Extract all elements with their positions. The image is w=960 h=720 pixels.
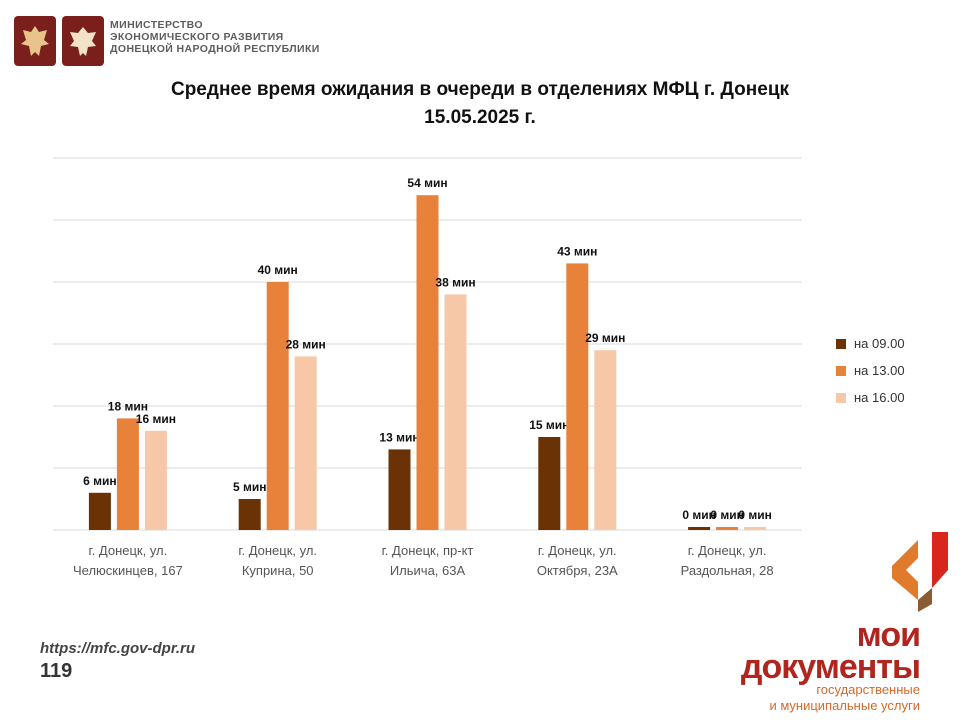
data-label: 18 мин <box>108 399 148 413</box>
data-label: 13 мин <box>379 430 419 444</box>
title-line-1: Среднее время ожидания в очереди в отдел… <box>170 79 790 100</box>
bar <box>88 492 111 530</box>
data-label: 15 мин <box>529 418 569 432</box>
legend-item: на 09.00 <box>836 330 905 357</box>
my-documents-logo: мои документы государственные и муниципа… <box>740 616 921 714</box>
x-tick-label: Октября, 23А <box>537 563 618 578</box>
page-number: 119 <box>40 660 73 682</box>
bar <box>388 449 411 530</box>
website-link[interactable]: https://mfc.gov-dpr.ru <box>40 640 195 657</box>
data-label: 5 мин <box>233 480 267 494</box>
data-label: 54 мин <box>407 176 447 190</box>
bar <box>294 356 317 530</box>
legend-label: на 13.00 <box>854 363 905 378</box>
logo-subtitle-2: и муниципальные услуги <box>769 698 920 713</box>
legend-item: на 13.00 <box>836 357 905 384</box>
bar <box>444 294 467 530</box>
legend-swatch <box>836 365 846 376</box>
x-tick-label: г. Донецк, пр-кт <box>382 543 474 558</box>
data-label: 29 мин <box>585 331 625 345</box>
bar <box>538 437 561 530</box>
ministry-name: МИНИСТЕРСТВО ЭКОНОМИЧЕСКОГО РАЗВИТИЯ ДОН… <box>110 19 320 55</box>
data-label: 0 мин <box>710 508 744 522</box>
x-tick-label: Ильича, 63А <box>390 563 466 578</box>
bar <box>594 350 617 530</box>
x-tick-label: г. Донецк, ул. <box>688 543 767 558</box>
legend-label: на 16.00 <box>854 390 905 405</box>
data-label: 43 мин <box>557 244 597 258</box>
bar <box>716 527 739 530</box>
x-tick-label: Челюскинцев, 167 <box>73 563 183 578</box>
data-label: 40 мин <box>258 263 298 277</box>
x-tick-label: Раздольная, 28 <box>681 563 774 578</box>
data-label: 16 мин <box>136 412 176 426</box>
ministry-line: ЭКОНОМИЧЕСКОГО РАЗВИТИЯ <box>110 31 284 43</box>
title-line-2: 15.05.2025 г. <box>424 107 536 128</box>
legend-item: на 16.00 <box>836 384 905 411</box>
my-documents-logo-icon <box>888 532 948 612</box>
x-tick-label: Куприна, 50 <box>242 563 314 578</box>
bar <box>744 527 767 530</box>
bar <box>416 195 439 530</box>
bar <box>266 282 289 530</box>
logo-word-2: документы <box>740 648 921 686</box>
chart-title: Среднее время ожидания в очереди в отдел… <box>0 76 960 132</box>
x-tick-label: г. Донецк, ул. <box>538 543 617 558</box>
x-tick-label: г. Донецк, ул. <box>238 543 317 558</box>
data-label: 0 мин <box>682 508 716 522</box>
data-label: 6 мин <box>83 474 117 488</box>
data-label: 28 мин <box>286 337 326 351</box>
data-label: 38 мин <box>435 275 475 289</box>
ministry-line: ДОНЕЦКОЙ НАРОДНОЙ РЕСПУБЛИКИ <box>110 43 320 55</box>
legend-swatch <box>836 392 846 403</box>
bar <box>688 527 711 530</box>
legend-label: на 09.00 <box>854 336 905 351</box>
dpr-emblem-icon <box>62 16 104 66</box>
russia-emblem-icon <box>14 16 56 66</box>
logo-word-1: мои <box>856 616 921 654</box>
ministry-line: МИНИСТЕРСТВО <box>110 19 203 31</box>
logo-subtitle-1: государственные <box>816 682 920 697</box>
bar <box>566 263 589 530</box>
data-label: 0 мин <box>738 508 772 522</box>
chart-legend: на 09.00 на 13.00 на 16.00 <box>836 330 905 411</box>
legend-swatch <box>836 338 846 349</box>
bar <box>238 499 261 530</box>
bar <box>116 418 139 530</box>
x-tick-label: г. Донецк, ул. <box>89 543 168 558</box>
bar <box>144 430 167 530</box>
